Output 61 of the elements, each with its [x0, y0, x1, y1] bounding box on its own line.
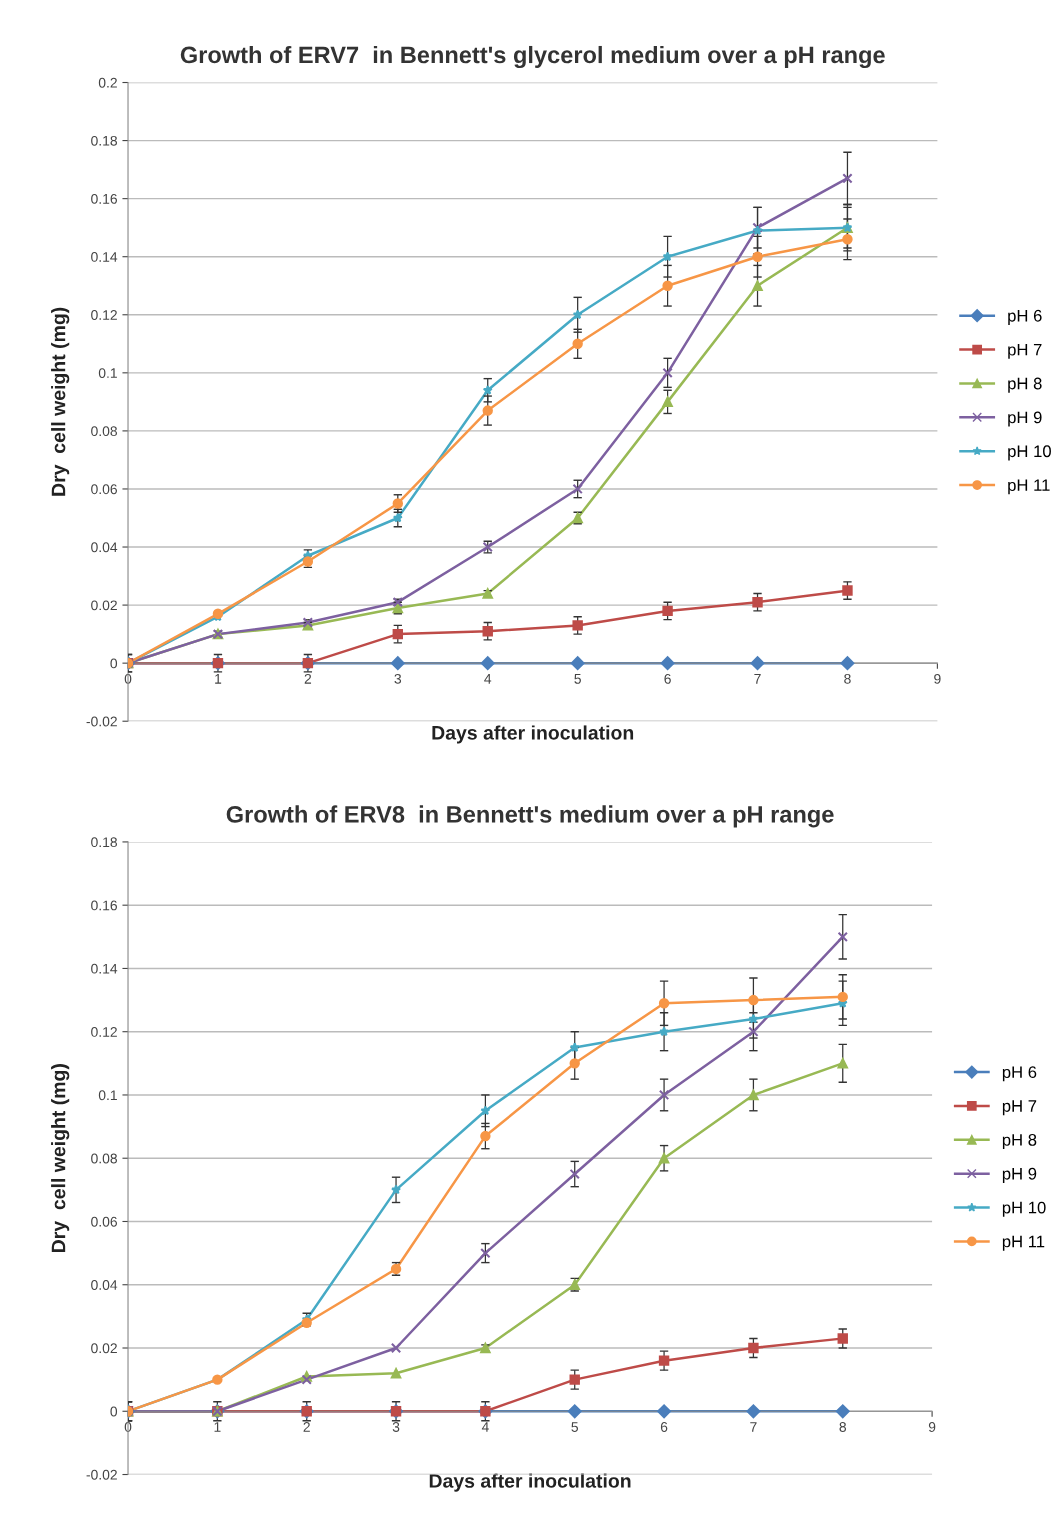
legend-label: pH 10 [1008, 445, 1051, 461]
y-axis-title: Dry cell weight (mg) [51, 1064, 70, 1252]
y-tick-label: 0.06 [91, 1216, 117, 1227]
x-tick-label: 8 [839, 1422, 847, 1432]
legend-label: pH 6 [1008, 309, 1042, 325]
y-tick-label: 0.12 [91, 1027, 117, 1037]
x-tick-label: 2 [303, 1422, 310, 1432]
legend-label: pH 6 [1002, 1066, 1037, 1082]
chart-title: Growth of ERV7 in Bennett's glycerol medium over a pH range [180, 45, 885, 69]
y-tick-label: 0.06 [91, 484, 117, 495]
x-tick-label: 8 [844, 673, 851, 684]
legend-label: pH 11 [1002, 1235, 1045, 1251]
legend-label: pH 7 [1002, 1100, 1037, 1116]
y-tick-label: 0 [110, 1406, 118, 1417]
y-tick-label: 0.12 [91, 310, 117, 320]
x-tick-label: 4 [484, 674, 492, 684]
x-tick-label: 3 [394, 673, 402, 684]
y-tick-label: 0.1 [98, 368, 117, 378]
y-tick-label: 0.18 [91, 135, 117, 146]
x-tick-label: 5 [571, 1422, 579, 1432]
legend-label: pH 11 [1008, 479, 1050, 495]
x-tick-label: 9 [928, 1422, 936, 1432]
x-axis-title: Days after inoculation [429, 1473, 631, 1492]
y-tick-label: 0.16 [91, 193, 117, 204]
y-tick-label: 0.02 [91, 1343, 117, 1354]
y-tick-label: 0.08 [91, 426, 117, 437]
x-tick-label: 5 [574, 674, 581, 684]
y-tick-label: 0.18 [91, 837, 117, 848]
x-tick-label: 0 [124, 673, 132, 684]
y-tick-label: 0.04 [91, 542, 118, 553]
y-tick-label: -0.02 [86, 716, 117, 727]
x-tick-label: 2 [304, 673, 312, 684]
y-tick-label: 0.08 [91, 1153, 117, 1164]
legend-label: pH 8 [1008, 377, 1042, 393]
x-tick-label: 6 [664, 673, 671, 684]
x-tick-label: 7 [750, 1422, 757, 1432]
y-tick-label: 0.1 [98, 1090, 117, 1101]
y-axis-title: Dry cell weight (mg) [51, 307, 70, 496]
y-tick-label: -0.02 [86, 1469, 117, 1480]
legend-label: pH 9 [1008, 411, 1042, 427]
y-tick-label: 0.14 [91, 963, 118, 974]
x-tick-label: 0 [124, 1422, 132, 1432]
y-tick-label: 0 [110, 658, 118, 669]
x-tick-label: 9 [934, 673, 941, 684]
x-tick-label: 6 [660, 1422, 668, 1432]
x-tick-label: 7 [754, 674, 761, 684]
legend-label: pH 9 [1002, 1167, 1037, 1183]
y-tick-label: 0.02 [91, 600, 117, 611]
x-tick-label: 1 [214, 1422, 221, 1432]
x-axis-title: Days after inoculation [432, 725, 634, 744]
legend-label: pH 10 [1002, 1201, 1046, 1217]
x-tick-label: 4 [481, 1422, 489, 1432]
y-tick-label: 0.2 [98, 77, 117, 88]
y-tick-label: 0.14 [91, 252, 118, 262]
y-tick-label: 0.16 [91, 900, 117, 911]
chart-title: Growth of ERV8 in Bennett's medium over a pH range [226, 805, 834, 828]
legend-label: pH 7 [1008, 343, 1042, 359]
x-tick-label: 3 [392, 1422, 400, 1432]
x-tick-label: 1 [215, 674, 222, 684]
legend-label: pH 8 [1002, 1133, 1037, 1150]
y-tick-label: 0.04 [91, 1280, 118, 1290]
